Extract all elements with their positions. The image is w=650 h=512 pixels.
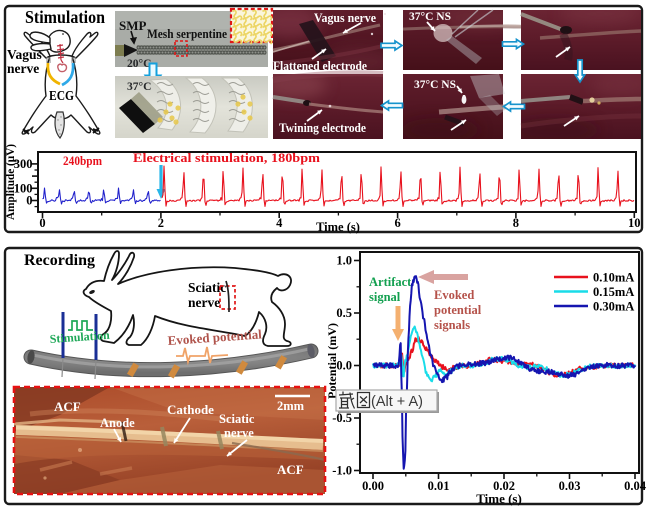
svg-text:-1.0: -1.0: [332, 464, 352, 478]
svg-text:37°C NS: 37°C NS: [409, 9, 451, 23]
svg-text:300: 300: [14, 157, 33, 171]
svg-text:Vagus nerve: Vagus nerve: [314, 11, 376, 25]
svg-text:ACF: ACF: [277, 462, 304, 477]
svg-text:0.02: 0.02: [493, 479, 515, 493]
svg-text:Twining electrode: Twining electrode: [279, 121, 366, 135]
svg-text:8: 8: [513, 216, 519, 230]
svg-text:0.00: 0.00: [362, 479, 384, 493]
svg-text:(Alt + A): (Alt + A): [371, 394, 423, 410]
svg-text:0.01: 0.01: [428, 479, 450, 493]
svg-text:0.03: 0.03: [559, 479, 581, 493]
svg-text:Recording: Recording: [24, 252, 95, 269]
svg-text:Cathode: Cathode: [167, 402, 214, 417]
svg-text:Vagus: Vagus: [7, 47, 42, 62]
svg-text:Stimulation: Stimulation: [25, 7, 105, 27]
svg-text:Electrical stimulation, 180bpm: Electrical stimulation, 180bpm: [133, 151, 321, 165]
svg-text:0.15mA: 0.15mA: [593, 285, 634, 299]
svg-text:nerve: nerve: [224, 426, 254, 440]
svg-text:potential: potential: [434, 303, 482, 317]
svg-text:-0.5: -0.5: [332, 411, 352, 425]
svg-text:100: 100: [14, 181, 33, 195]
svg-text:0.30mA: 0.30mA: [593, 300, 634, 314]
svg-text:0: 0: [39, 216, 45, 230]
svg-text:Evoked: Evoked: [434, 288, 474, 302]
svg-text:0.0: 0.0: [336, 359, 352, 373]
svg-text:4: 4: [276, 216, 283, 230]
svg-text:Flattened electrode: Flattened electrode: [273, 59, 367, 73]
svg-text:Stimulation: Stimulation: [49, 328, 110, 346]
svg-text:2: 2: [158, 216, 164, 230]
svg-text:Evoked potential: Evoked potential: [167, 326, 262, 348]
svg-text:SMP: SMP: [119, 18, 147, 33]
svg-text:37°C NS: 37°C NS: [414, 77, 456, 91]
svg-text:37°C: 37°C: [127, 81, 151, 93]
svg-text:Sciatic: Sciatic: [219, 412, 255, 426]
svg-text:Potential (mV): Potential (mV): [325, 323, 339, 399]
svg-text:Mesh serpentine: Mesh serpentine: [147, 26, 227, 41]
svg-text:Time (s): Time (s): [476, 491, 522, 506]
svg-text:Artifact: Artifact: [369, 275, 412, 289]
svg-text:0.5: 0.5: [336, 306, 352, 320]
svg-text:1.0: 1.0: [336, 254, 352, 268]
svg-text:6: 6: [394, 216, 400, 230]
svg-text:nerve: nerve: [7, 61, 39, 76]
svg-text:Time (s): Time (s): [316, 220, 360, 234]
svg-text:signals: signals: [434, 318, 470, 332]
svg-text:0: 0: [26, 194, 32, 208]
svg-text:240bpm: 240bpm: [63, 153, 102, 168]
svg-text:ECG: ECG: [49, 89, 74, 104]
svg-text:Sciatic: Sciatic: [188, 280, 226, 295]
svg-text:signal: signal: [369, 290, 401, 304]
svg-text:10: 10: [628, 216, 641, 230]
svg-text:Anode: Anode: [100, 416, 135, 430]
svg-text:20°C: 20°C: [127, 58, 151, 70]
svg-text:2mm: 2mm: [277, 399, 305, 413]
svg-text:ACF: ACF: [54, 399, 81, 414]
svg-text:Amplitude (μV): Amplitude (μV): [3, 144, 17, 220]
svg-text:0.04: 0.04: [624, 479, 647, 493]
svg-text:nerve: nerve: [188, 295, 220, 310]
svg-text:0.10mA: 0.10mA: [593, 271, 634, 285]
